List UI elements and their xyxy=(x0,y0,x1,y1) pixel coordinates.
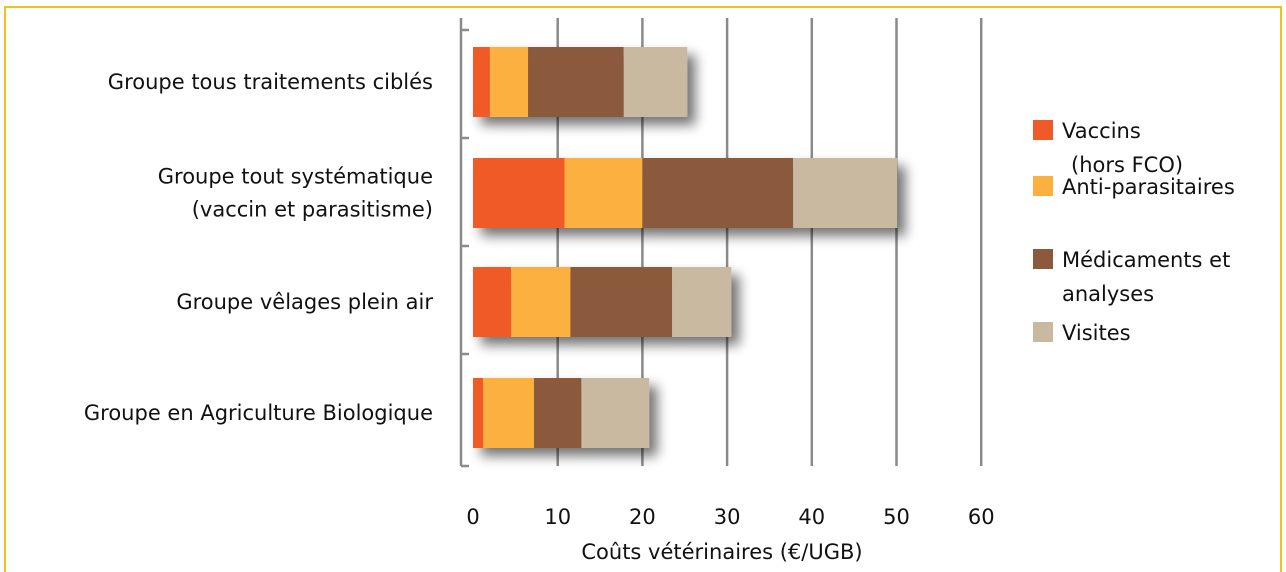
legend-label-1-0: Anti-parasitaires xyxy=(1062,175,1235,199)
bar-segment-3-0 xyxy=(473,378,484,448)
bar-segment-1-0 xyxy=(473,158,565,228)
x-axis-title: Coûts vétérinaires (€/UGB) xyxy=(581,540,862,564)
bar-segment-0-2 xyxy=(528,47,624,117)
category-label-2-0: Groupe vêlages plein air xyxy=(176,290,433,314)
legend-swatch-2 xyxy=(1033,249,1053,269)
bar-group-2 xyxy=(473,267,732,337)
bar-segment-2-2 xyxy=(570,267,673,337)
category-label-1-1: (vaccin et parasitisme) xyxy=(192,198,433,222)
legend-swatch-1 xyxy=(1033,176,1053,196)
bar-segment-0-3 xyxy=(623,47,688,117)
legend-label-2-0: Médicaments et xyxy=(1062,248,1230,272)
legend-label-0-0: Vaccins xyxy=(1062,119,1141,143)
bar-segment-3-3 xyxy=(581,378,650,448)
bar-segment-1-3 xyxy=(793,158,898,228)
x-tick-label-60: 60 xyxy=(968,505,995,529)
bar-segment-3-2 xyxy=(533,378,582,448)
bar-segment-1-2 xyxy=(642,158,794,228)
x-tick-label-50: 50 xyxy=(883,505,910,529)
legend-label-2-1: analyses xyxy=(1062,282,1154,306)
bar-segment-0-1 xyxy=(489,47,529,117)
x-tick-label-20: 20 xyxy=(629,505,656,529)
bar-segment-2-3 xyxy=(672,267,732,337)
x-tick-label-10: 10 xyxy=(544,505,571,529)
bar-segment-2-1 xyxy=(511,267,571,337)
category-label-3-0: Groupe en Agriculture Biologique xyxy=(84,401,433,425)
category-label-1-0: Groupe tout systématique xyxy=(158,165,433,189)
legend-label-0-1: (hors FCO) xyxy=(1071,153,1183,177)
legend-swatch-0 xyxy=(1033,120,1053,140)
bar-segment-0-0 xyxy=(473,47,490,117)
bar-segment-1-1 xyxy=(564,158,643,228)
x-tick-label-30: 30 xyxy=(714,505,741,529)
x-tick-label-40: 40 xyxy=(798,505,825,529)
bar-group-0 xyxy=(473,47,688,117)
category-label-0-0: Groupe tous traitements ciblés xyxy=(108,70,433,94)
legend-swatch-3 xyxy=(1033,322,1053,342)
bar-segment-2-0 xyxy=(473,267,512,337)
legend-label-3-0: Visites xyxy=(1062,321,1131,345)
bar-segment-3-1 xyxy=(483,378,534,448)
x-tick-label-0: 0 xyxy=(466,505,479,529)
bar-group-1 xyxy=(473,158,898,228)
bar-group-3 xyxy=(473,378,650,448)
